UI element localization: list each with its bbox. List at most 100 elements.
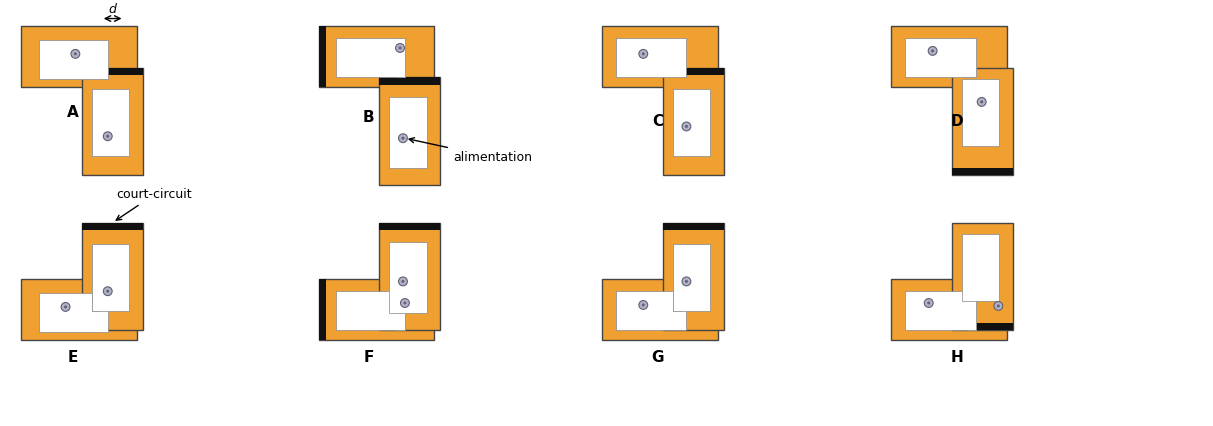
- Bar: [319, 279, 434, 340]
- Bar: [397, 291, 405, 331]
- Bar: [673, 89, 710, 156]
- Circle shape: [642, 52, 645, 55]
- Circle shape: [928, 46, 938, 55]
- Bar: [968, 291, 975, 331]
- Circle shape: [107, 290, 109, 293]
- Bar: [602, 26, 718, 87]
- Bar: [418, 242, 427, 313]
- Bar: [962, 79, 1000, 146]
- Bar: [602, 279, 718, 340]
- Text: D: D: [951, 115, 963, 130]
- Bar: [82, 222, 143, 230]
- Bar: [905, 291, 975, 331]
- Bar: [673, 89, 680, 156]
- Circle shape: [402, 137, 404, 140]
- Bar: [991, 79, 1000, 146]
- Circle shape: [685, 280, 688, 283]
- Bar: [336, 291, 405, 331]
- Bar: [319, 26, 434, 87]
- Bar: [616, 38, 687, 78]
- Circle shape: [924, 299, 933, 308]
- Text: A: A: [67, 105, 79, 120]
- Circle shape: [399, 46, 402, 49]
- Circle shape: [642, 303, 645, 306]
- Text: E: E: [67, 350, 78, 365]
- Bar: [673, 244, 680, 311]
- Circle shape: [682, 277, 691, 286]
- Bar: [662, 68, 724, 176]
- Bar: [662, 222, 724, 331]
- Bar: [39, 293, 108, 332]
- Circle shape: [404, 302, 406, 305]
- Bar: [22, 26, 137, 87]
- Bar: [82, 68, 143, 176]
- Bar: [319, 26, 326, 87]
- Text: C: C: [653, 115, 664, 130]
- Circle shape: [64, 305, 67, 308]
- Circle shape: [399, 134, 408, 143]
- Bar: [616, 291, 623, 331]
- Bar: [892, 279, 1007, 340]
- Circle shape: [980, 101, 984, 104]
- Circle shape: [400, 299, 409, 308]
- Bar: [92, 244, 130, 311]
- Bar: [380, 78, 440, 85]
- Circle shape: [61, 302, 70, 311]
- Circle shape: [107, 135, 109, 138]
- Bar: [82, 222, 143, 331]
- Bar: [92, 89, 130, 156]
- Circle shape: [639, 300, 648, 309]
- Bar: [968, 38, 975, 78]
- Circle shape: [399, 277, 408, 286]
- Circle shape: [639, 49, 648, 58]
- Bar: [92, 244, 99, 311]
- Circle shape: [74, 52, 76, 55]
- Circle shape: [103, 132, 112, 141]
- Text: alimentation: alimentation: [409, 138, 533, 164]
- Bar: [380, 222, 440, 331]
- Bar: [952, 222, 1013, 331]
- Bar: [962, 234, 1000, 301]
- Circle shape: [103, 287, 112, 296]
- Circle shape: [70, 49, 80, 58]
- Circle shape: [932, 49, 934, 52]
- Bar: [952, 167, 1013, 176]
- Text: d: d: [109, 3, 116, 16]
- Circle shape: [997, 305, 1000, 308]
- Text: H: H: [951, 350, 963, 365]
- Circle shape: [927, 302, 930, 305]
- Bar: [673, 244, 710, 311]
- Circle shape: [402, 280, 404, 283]
- Circle shape: [978, 98, 986, 106]
- Bar: [22, 279, 137, 340]
- Bar: [892, 26, 1007, 87]
- Bar: [952, 68, 1013, 176]
- Bar: [82, 68, 143, 75]
- Circle shape: [685, 125, 688, 128]
- Bar: [905, 38, 975, 78]
- Bar: [92, 89, 99, 156]
- Text: court-circuit: court-circuit: [116, 188, 192, 220]
- Bar: [616, 38, 623, 78]
- Bar: [380, 222, 440, 230]
- Text: F: F: [364, 350, 374, 365]
- Bar: [991, 234, 1000, 301]
- Bar: [336, 38, 405, 78]
- Bar: [397, 38, 405, 78]
- Bar: [616, 291, 687, 331]
- Bar: [39, 293, 47, 332]
- Bar: [662, 222, 724, 230]
- Bar: [39, 40, 108, 79]
- Bar: [380, 78, 440, 185]
- Circle shape: [993, 302, 1003, 311]
- Text: G: G: [651, 350, 665, 365]
- Bar: [319, 279, 326, 340]
- Bar: [662, 68, 724, 75]
- Text: B: B: [363, 109, 375, 124]
- Bar: [952, 322, 1013, 331]
- Circle shape: [395, 43, 404, 52]
- Bar: [418, 97, 427, 167]
- Bar: [389, 242, 427, 313]
- Bar: [389, 97, 427, 167]
- Bar: [39, 40, 47, 79]
